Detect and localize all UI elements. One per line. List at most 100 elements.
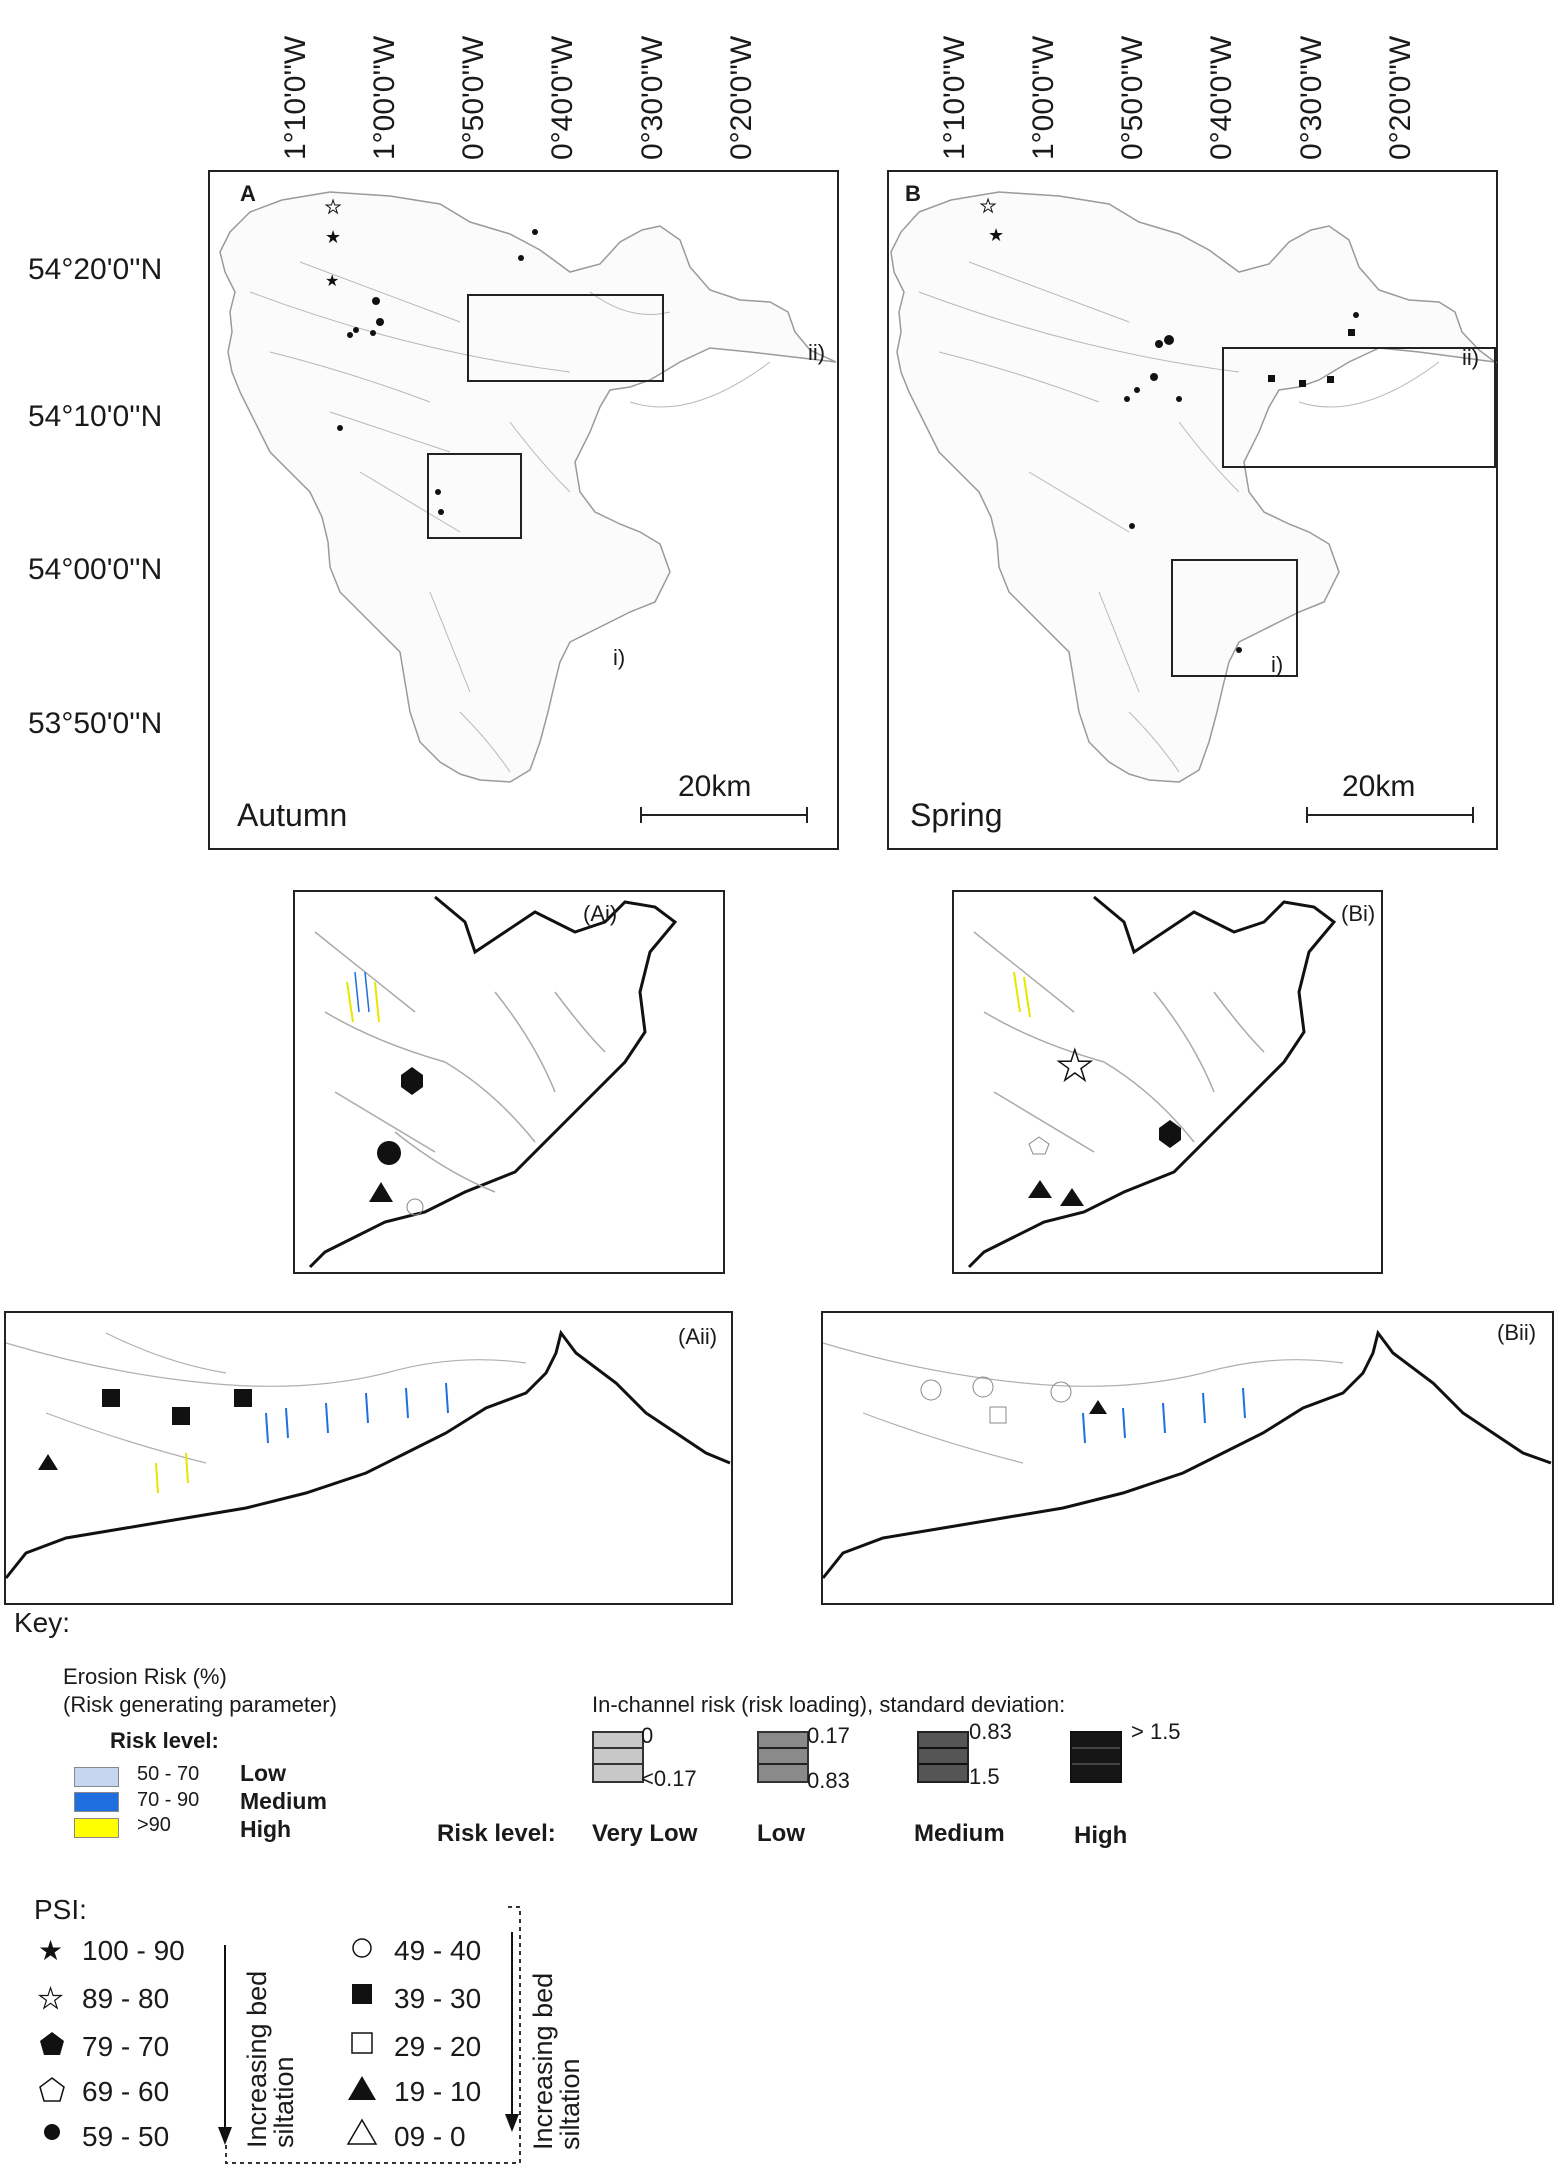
lon-label-b2: 1°00'0''W [1027,35,1060,160]
psi-markers-a-nw: ★ ★ ★ [325,197,342,291]
erosion-level-high: High [240,1816,292,1842]
psi-range-7: 39 - 30 [394,1983,482,2014]
psi-markers-b-nw: ★ ★ [980,196,1005,246]
erosion-swatch-low [74,1767,119,1787]
svg-text:★: ★ [1056,1042,1094,1089]
lon-label-b4: 0°40'0''W [1205,35,1238,160]
erosion-range-high: >90 [137,1814,171,1836]
inset-aii-map [4,1329,731,1579]
filled-circle-icon [44,2124,60,2140]
erosion-level-medium: Medium [240,1788,327,1814]
season-label-spring: Spring [910,797,1003,833]
lon-label-a6: 0°20'0''W [725,35,758,160]
filled-square-icon [352,1984,372,2004]
open-square-icon [351,2032,373,2054]
svg-text:★: ★ [325,273,339,290]
in-channel-bottom-very-low: <0.17 [641,1766,697,1791]
svg-text:★: ★ [988,225,1004,245]
scale-bar-b [1306,807,1474,823]
psi-title: PSI: [34,1894,87,1925]
erosion-range-medium: 70 - 90 [137,1789,200,1811]
season-label-autumn: Autumn [237,797,348,833]
in-channel-swatch-low [757,1731,809,1783]
inset-aii [4,1311,733,1605]
siltation-label-right-line1: Increasing bed [528,1972,558,2150]
inset-label-bii: (Bii) [1497,1320,1537,1345]
psi-range-10: 09 - 0 [394,2121,466,2152]
inset-label-aii: (Aii) [678,1324,718,1349]
key-title: Key: [14,1607,71,1638]
in-channel-level-high: High [1074,1822,1128,1849]
erosion-swatch-high [74,1818,119,1838]
in-channel-top-medium: 0.83 [969,1719,1012,1744]
lat-label-1: 54°20'0''N [28,253,163,286]
filled-star-icon: ★ [38,1935,63,1966]
filled-pentagon-icon [40,2032,64,2055]
lon-label-a2: 1°00'0''W [368,35,401,160]
in-channel-title: In-channel risk (risk loading), standard… [592,1692,1066,1717]
erosion-subtitle: (Risk generating parameter) [63,1692,337,1717]
inset-bii [821,1311,1554,1605]
box-label-aii: ii) [808,340,826,365]
lon-label-b6: 0°20'0''W [1384,35,1417,160]
siltation-arrow-left [218,1945,232,2145]
psi-right-symbols [346,1938,378,2145]
inset-bi-map: ★ [967,895,1337,1269]
scale-bar-a [640,807,808,823]
box-label-ai: i) [613,645,626,670]
filled-hexagon-marker [401,1067,423,1095]
lon-label-a1: 1°10'0''W [279,35,312,160]
siltation-arrow-right [505,1932,519,2132]
psi-range-9: 19 - 10 [394,2076,482,2107]
catchment-map-a [219,191,837,783]
open-triangle-icon [346,2118,378,2145]
in-channel-swatch-medium [917,1731,969,1783]
lon-label-a5: 0°30'0''W [636,35,669,160]
inset-bii-map [821,1329,1552,1579]
erosion-title: Erosion Risk (%) [63,1664,227,1689]
inset-ai-map [308,895,678,1269]
erosion-range-low: 50 - 70 [137,1763,200,1785]
psi-range-5: 59 - 50 [82,2121,170,2152]
map-panel-spring [887,170,1498,850]
inset-label-ai: (Ai) [583,901,618,926]
psi-range-4: 69 - 60 [82,2076,170,2107]
psi-range-2: 89 - 80 [82,1983,170,2014]
in-channel-swatch-high [1070,1731,1122,1783]
in-channel-top-low: 0.17 [807,1723,850,1748]
psi-dotted-bracket [225,1906,521,2164]
inset-label-bi: (Bi) [1341,901,1376,926]
lon-label-a3: 0°50'0''W [457,35,490,160]
box-label-bii: ii) [1462,345,1480,370]
psi-range-1: 100 - 90 [82,1935,185,1966]
in-channel-level-low: Low [757,1820,805,1847]
erosion-swatch-medium [74,1792,119,1812]
lat-label-4: 53°50'0''N [28,707,163,740]
filled-triangle-icon [348,2076,376,2100]
siltation-label-right: Increasing bed siltation [528,1972,585,2150]
catchment-map-b [890,191,1498,783]
scale-label-a: 20km [678,770,752,803]
lon-label-a4: 0°40'0''W [546,35,579,160]
scale-label-b: 20km [1342,770,1416,803]
lon-label-b3: 0°50'0''W [1116,35,1149,160]
siltation-label-right-line2: siltation [555,2058,585,2150]
inset-ai [293,890,725,1274]
panel-letter-a: A [240,181,256,206]
in-channel-bottom-low: 0.83 [807,1768,850,1793]
in-channel-level-very-low: Very Low [592,1820,698,1847]
map-panel-autumn [208,170,839,850]
lon-label-b1: 1°10'0''W [938,35,971,160]
lat-label-2: 54°10'0''N [28,400,163,433]
psi-range-8: 29 - 20 [394,2031,482,2062]
in-channel-bottom-medium: 1.5 [969,1764,1000,1789]
svg-text:★: ★ [980,196,996,216]
svg-text:★: ★ [325,227,341,247]
open-circle-icon [352,1938,372,1958]
panel-letter-b: B [905,181,921,206]
in-channel-top-very-low: 0 [641,1723,654,1748]
psi-left-symbols: ★ ★ [37,1935,65,2140]
psi-range-3: 79 - 70 [82,2031,170,2062]
psi-range-6: 49 - 40 [394,1935,482,1966]
in-channel-risk-level-label: Risk level: [437,1820,556,1847]
